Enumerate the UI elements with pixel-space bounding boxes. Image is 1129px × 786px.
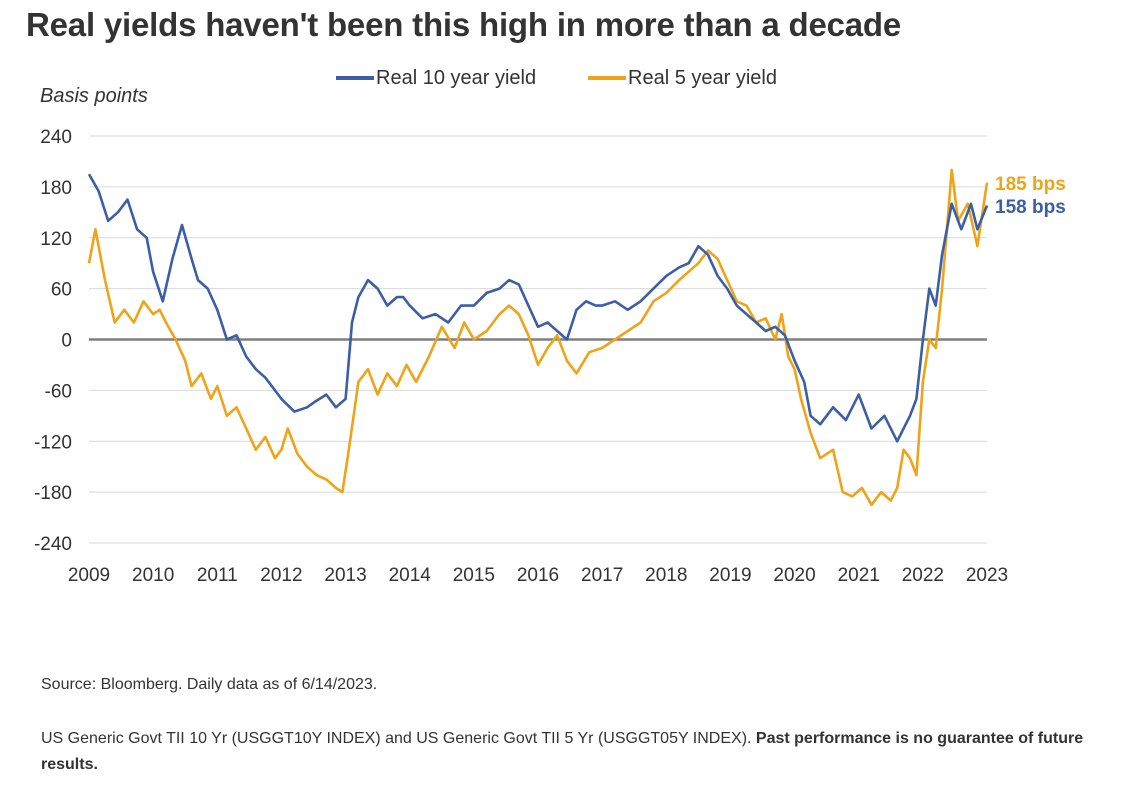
y-tick-label: 240 [40,127,72,148]
x-tick-labels: 2009 2010 2011 2012 2013 2014 2015 2016 2017 2018… [68,565,1008,586]
x-tick-label: 2011 [197,565,238,586]
y-axis-label: Basis points [40,85,148,107]
y-tick-label: 0 [61,331,72,352]
series-lines [87,168,989,507]
x-tick-label: 2017 [581,565,623,586]
x-tick-label: 2020 [773,565,815,586]
x-tick-label: 2019 [709,565,751,586]
x-tick-label: 2010 [132,565,174,586]
x-tick-label: 2014 [389,565,432,586]
gridlines [89,135,987,544]
legend-label-10yr: Real 10 year yield [376,67,536,89]
y-tick-label: 60 [51,280,72,301]
y-tick-label: -120 [34,432,72,453]
y-tick-label: -240 [34,534,72,555]
y-tick-label: -60 [45,381,72,402]
x-tick-label: 2018 [645,565,687,586]
line-chart: Real 10 year yield Real 5 year yield Bas… [34,67,1066,586]
series-line-10yr [87,173,989,443]
x-tick-label: 2013 [324,565,366,586]
legend-label-5yr: Real 5 year yield [628,67,777,89]
end-label-5yr: 185 bps [995,174,1066,195]
end-label-10yr: 158 bps [995,197,1066,218]
y-tick-label: 180 [40,178,72,199]
chart-legend: Real 10 year yield Real 5 year yield [336,67,777,89]
y-tick-label: -180 [34,483,72,504]
footnote-disclaimer: Past performance is no guarantee of futu… [41,730,1084,773]
page-title: Real yields haven't been this high in mo… [26,6,902,43]
footnote-text: US Generic Govt TII 10 Yr (USGGT10Y INDE… [41,730,756,747]
x-tick-label: 2015 [453,565,495,586]
footnote: US Generic Govt TII 10 Yr (USGGT10Y INDE… [41,726,1116,778]
y-tick-labels: 240 180 120 60 0 -60 -120 -180 -240 [34,127,72,555]
source-note: Source: Bloomberg. Daily data as of 6/14… [41,676,378,693]
x-tick-label: 2016 [517,565,559,586]
x-tick-label: 2009 [68,565,110,586]
y-tick-label: 120 [40,229,72,250]
x-tick-label: 2012 [260,565,302,586]
x-tick-label: 2023 [966,565,1008,586]
x-tick-label: 2022 [902,565,944,586]
x-tick-label: 2021 [838,565,880,586]
series-line-5yr [87,168,989,507]
